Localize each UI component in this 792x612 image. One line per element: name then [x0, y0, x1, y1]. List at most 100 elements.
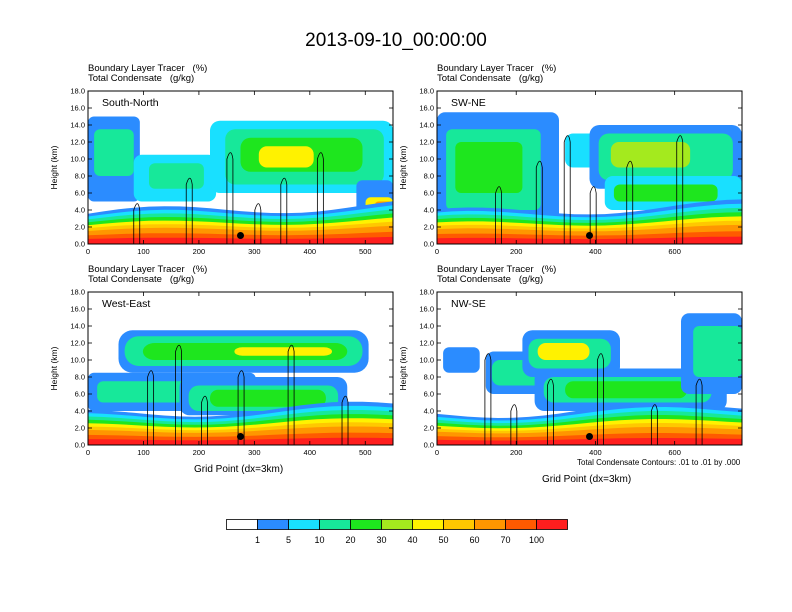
colorbar-label: 100 [529, 535, 544, 545]
y-tick-label: 4.0 [75, 206, 85, 215]
colorbar-label: 60 [469, 535, 479, 545]
x-axis-label: Grid Point (dx=3km) [542, 474, 632, 485]
boundary-layer-band [88, 437, 393, 445]
panel-title-tracer: Boundary Layer Tracer (%) [88, 264, 208, 275]
location-marker [586, 433, 593, 440]
x-tick-label: 500 [359, 247, 372, 256]
y-tick-label: 2.0 [75, 223, 85, 232]
colorbar-box [226, 519, 258, 530]
y-tick-label: 10.0 [70, 356, 85, 365]
colorbar-label: 30 [376, 535, 386, 545]
y-tick-label: 14.0 [70, 322, 85, 331]
x-tick-label: 0 [86, 247, 90, 256]
condensate-contour [626, 160, 634, 244]
y-tick-label: 12.0 [419, 339, 434, 348]
y-tick-label: 18.0 [70, 87, 85, 96]
panel-title-condensate: Total Condensate (g/kg) [88, 73, 195, 84]
heatmap-field [437, 91, 742, 244]
x-tick-label: 300 [248, 448, 261, 457]
colorbar-box [257, 519, 289, 530]
tracer-band [94, 129, 134, 176]
colorbar-label: 40 [407, 535, 417, 545]
panel-title-tracer: Boundary Layer Tracer (%) [88, 63, 208, 74]
y-tick-label: 0.0 [75, 441, 85, 450]
condensate-contour [226, 152, 234, 244]
y-tick-label: 2.0 [424, 424, 434, 433]
x-tick-label: 400 [589, 448, 602, 457]
x-tick-label: 200 [510, 448, 523, 457]
y-axis-label: Height (km) [49, 145, 59, 189]
panel-label: West-East [102, 298, 150, 310]
x-tick-label: 300 [248, 247, 261, 256]
tracer-band [693, 326, 742, 377]
heatmap-field [88, 91, 393, 244]
colorbar-box [536, 519, 568, 530]
x-tick-label: 100 [137, 247, 150, 256]
heatmap-plot: 0.0 2.0 4.0 6.0 8.0 10.0 12.0 14.0 16.0 18.0 0 100 2… [49, 87, 394, 256]
condensate-contour [341, 395, 349, 445]
heatmap-field [88, 292, 393, 445]
condensate-contour [650, 404, 658, 445]
colorbar-label: 10 [314, 535, 324, 545]
y-tick-label: 10.0 [70, 155, 85, 164]
location-marker [237, 433, 244, 440]
tracer-band [234, 347, 332, 356]
heatmap-plot: 0.0 2.0 4.0 6.0 8.0 10.0 12.0 14.0 16.0 18.0 0 200 4… [398, 87, 743, 256]
y-tick-label: 0.0 [75, 240, 85, 249]
colorbar-label: 5 [286, 535, 291, 545]
colorbar-box [350, 519, 382, 530]
panel-title-condensate: Total Condensate (g/kg) [437, 73, 544, 84]
condensate-contour [563, 135, 571, 244]
condensate-contour [316, 152, 324, 244]
y-tick-label: 12.0 [70, 138, 85, 147]
condensate-contour [510, 404, 518, 445]
condensate-contour [695, 378, 703, 445]
y-tick-label: 8.0 [75, 172, 85, 181]
location-marker [237, 232, 244, 239]
condensate-contour [147, 370, 155, 445]
colorbar-box [319, 519, 351, 530]
tracer-band [610, 142, 691, 168]
y-tick-label: 2.0 [424, 223, 434, 232]
y-tick-label: 0.0 [424, 240, 434, 249]
colorbar-box [381, 519, 413, 530]
y-tick-label: 4.0 [424, 407, 434, 416]
colorbar-label: 70 [500, 535, 510, 545]
y-axis-label: Height (km) [398, 145, 408, 189]
y-tick-label: 10.0 [419, 356, 434, 365]
plot-frame [436, 90, 743, 245]
location-marker [586, 232, 593, 239]
y-tick-label: 16.0 [70, 305, 85, 314]
condensate-contour [589, 186, 597, 244]
boundary-layer-band [437, 236, 742, 244]
tracer-band [443, 347, 480, 373]
y-tick-label: 8.0 [424, 373, 434, 382]
panel-title-condensate: Total Condensate (g/kg) [437, 274, 544, 285]
x-tick-label: 600 [668, 448, 681, 457]
plot-frame [87, 90, 394, 245]
condensate-contour [201, 395, 208, 445]
colorbar-label: 1 [255, 535, 260, 545]
x-tick-label: 500 [359, 448, 372, 457]
tracer-band [258, 146, 314, 168]
x-tick-label: 400 [304, 247, 317, 256]
tracer-band [149, 163, 204, 189]
heatmap-plot: 0.0 2.0 4.0 6.0 8.0 10.0 12.0 14.0 16.0 18.0 0 100 2… [49, 288, 394, 457]
y-tick-label: 2.0 [75, 424, 85, 433]
x-tick-label: 400 [589, 247, 602, 256]
condensate-contour [676, 135, 684, 244]
x-tick-label: 200 [510, 247, 523, 256]
colorbar-box [505, 519, 537, 530]
condensate-contour [254, 203, 262, 244]
x-tick-label: 400 [304, 448, 317, 457]
tracer-band [210, 389, 326, 407]
panel-title-tracer: Boundary Layer Tracer (%) [437, 264, 557, 275]
condensate-contour [597, 353, 604, 445]
colorbar-label: 20 [345, 535, 355, 545]
x-tick-label: 0 [86, 448, 90, 457]
panel-label: NW-SE [451, 298, 486, 310]
y-tick-label: 18.0 [419, 288, 434, 297]
plot-frame [87, 291, 394, 446]
y-tick-label: 16.0 [419, 305, 434, 314]
y-tick-label: 4.0 [75, 407, 85, 416]
